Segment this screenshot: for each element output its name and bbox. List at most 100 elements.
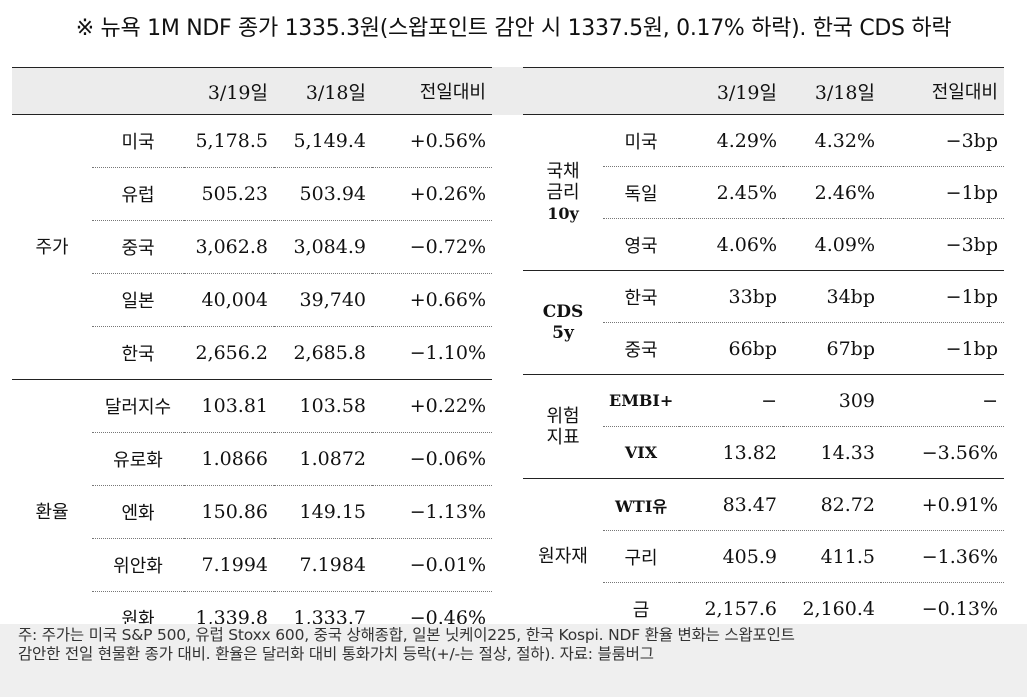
change-cell: +0.26% <box>372 167 492 221</box>
header-change: 전일대비 <box>881 67 1004 115</box>
table-row: 위안화 7.1994 7.1984 −0.01% <box>12 538 492 592</box>
table-row: 독일 2.45% 2.46% −1bp <box>523 166 1004 219</box>
table-row: 영국 4.06% 4.09% −3bp <box>523 218 1004 271</box>
table-row: 원자재 WTI유 83.47 82.72 +0.91% <box>523 478 1004 635</box>
value-cell: 103.58 <box>274 379 372 433</box>
value-cell: 39,740 <box>274 273 372 327</box>
table-row: VIX 13.82 14.33 −3.56% <box>523 426 1004 479</box>
change-cell: +0.56% <box>409 130 486 152</box>
value-cell: 3,084.9 <box>274 220 372 274</box>
row-label: 영국 <box>603 218 679 271</box>
table-row: CDS 5y 한국 33bp 34bp −1bp <box>523 270 1004 375</box>
value-cell: 83.47 <box>679 478 783 531</box>
value-cell: 66bp <box>679 322 783 375</box>
value-cell: 309 <box>783 374 881 427</box>
value-cell: 2,685.8 <box>274 326 372 380</box>
header-date-1: 3/19일 <box>679 67 783 115</box>
change-cell: −1bp <box>881 166 1004 219</box>
value-cell: 14.33 <box>783 426 881 479</box>
row-label: 유로화 <box>92 432 184 486</box>
change-cell: +0.22% <box>372 379 492 433</box>
value-cell: − <box>679 374 783 427</box>
value-cell: 40,004 <box>184 273 274 327</box>
header-date-1: 3/19일 <box>184 67 274 115</box>
footnote: 주: 주가는 미국 S&P 500, 유럽 Stoxx 600, 중국 상해종합… <box>0 624 1027 697</box>
row-label: 구리 <box>603 530 679 583</box>
row-label: WTI유 <box>603 478 679 531</box>
value-cell: 33bp <box>679 270 783 323</box>
table-row: 엔화 150.86 149.15 −1.13% <box>12 485 492 539</box>
value-cell: 150.86 <box>184 485 274 539</box>
group-label-line: 국채 <box>546 161 580 182</box>
row-label: 한국 <box>603 270 679 323</box>
row-label: 중국 <box>92 220 184 274</box>
change-cell: −1bp <box>881 270 1004 323</box>
table-row: 유로화 1.0866 1.0872 −0.06% <box>12 432 492 486</box>
table-header: 3/19일 3/18일 전일대비 <box>12 67 492 115</box>
value-cell: 4.09% <box>783 218 881 271</box>
value-cell: 411.5 <box>783 530 881 583</box>
change-cell: −1.10% <box>372 326 492 380</box>
change-cell: −1.36% <box>881 530 1004 583</box>
table-row: 주가 미국 5,178.5 5,149.4 +0.56% <box>12 115 492 258</box>
value-cell: 2.45% <box>679 166 783 219</box>
table-row: 일본 40,004 39,740 +0.66% <box>12 273 492 327</box>
value-cell: 4.06% <box>679 218 783 271</box>
group-label-stocks: 주가 <box>35 236 69 258</box>
footnote-line-1: 주: 주가는 미국 S&P 500, 유럽 Stoxx 600, 중국 상해종합… <box>18 626 795 644</box>
value-cell: 7.1984 <box>274 538 372 592</box>
row-label: 독일 <box>603 166 679 219</box>
value-cell: 405.9 <box>679 530 783 583</box>
row-label: 일본 <box>92 273 184 327</box>
header-date-2: 3/18일 <box>274 67 372 115</box>
change-cell: −3bp <box>881 218 1004 271</box>
value-cell: 505.23 <box>184 167 274 221</box>
value-cell: 82.72 <box>783 478 881 531</box>
row-label: EMBI+ <box>603 374 679 427</box>
row-label: 중국 <box>603 322 679 375</box>
row-label: 달러지수 <box>92 379 184 433</box>
change-cell: −3bp <box>945 129 998 152</box>
value-cell: 5,149.4 <box>293 130 366 152</box>
equity-fx-table: 3/19일 3/18일 전일대비 주가 미국 5,178.5 5,149.4 +… <box>12 67 492 645</box>
value-cell: 103.81 <box>184 379 274 433</box>
group-label-line: 금리 <box>546 182 580 203</box>
group-label-line: CDS <box>542 301 584 322</box>
table-row: 중국 3,062.8 3,084.9 −0.72% <box>12 220 492 274</box>
group-label-line: 10y <box>547 204 579 223</box>
row-label: 한국 <box>92 326 184 380</box>
group-label-line: 지표 <box>546 426 580 448</box>
row-label: 엔화 <box>92 485 184 539</box>
table-row: 국채 금리 10y 미국 4.29% 4.32% −3bp <box>523 115 1004 224</box>
value-cell: 149.15 <box>274 485 372 539</box>
change-cell: −1.13% <box>372 485 492 539</box>
group-label-bond: 국채 금리 10y <box>523 115 603 271</box>
change-cell: +0.66% <box>372 273 492 327</box>
value-cell: 503.94 <box>274 167 372 221</box>
change-cell: −0.72% <box>372 220 492 274</box>
value-cell: 3,062.8 <box>184 220 274 274</box>
value-cell: 34bp <box>783 270 881 323</box>
row-label: 위안화 <box>92 538 184 592</box>
table-row: 한국 2,656.2 2,685.8 −1.10% <box>12 326 492 380</box>
change-cell: −0.06% <box>372 432 492 486</box>
table-row: 유럽 505.23 503.94 +0.26% <box>12 167 492 221</box>
value-cell: 1.0872 <box>274 432 372 486</box>
row-label: 미국 <box>624 131 658 153</box>
rates-risk-commodity-table: 3/19일 3/18일 전일대비 국채 금리 10y 미국 4.29% 4.32… <box>523 67 1004 635</box>
page-title: ※ 뉴욕 1M NDF 종가 1335.3원(스왑포인트 감안 시 1337.5… <box>75 16 952 41</box>
header-change: 전일대비 <box>372 67 492 115</box>
row-label: 유럽 <box>92 167 184 221</box>
value-cell: 7.1994 <box>184 538 274 592</box>
table-row: 구리 405.9 411.5 −1.36% <box>523 530 1004 583</box>
value-cell: 4.32% <box>814 129 875 152</box>
change-cell: − <box>881 374 1004 427</box>
value-cell: 4.29% <box>716 129 777 152</box>
row-label: 미국 <box>121 132 155 153</box>
value-cell: 2,656.2 <box>184 326 274 380</box>
group-label-cds: CDS 5y <box>523 270 603 375</box>
value-cell: 67bp <box>783 322 881 375</box>
value-cell: 5,178.5 <box>195 130 268 152</box>
change-cell: −1bp <box>881 322 1004 375</box>
header-date-2: 3/18일 <box>783 67 881 115</box>
